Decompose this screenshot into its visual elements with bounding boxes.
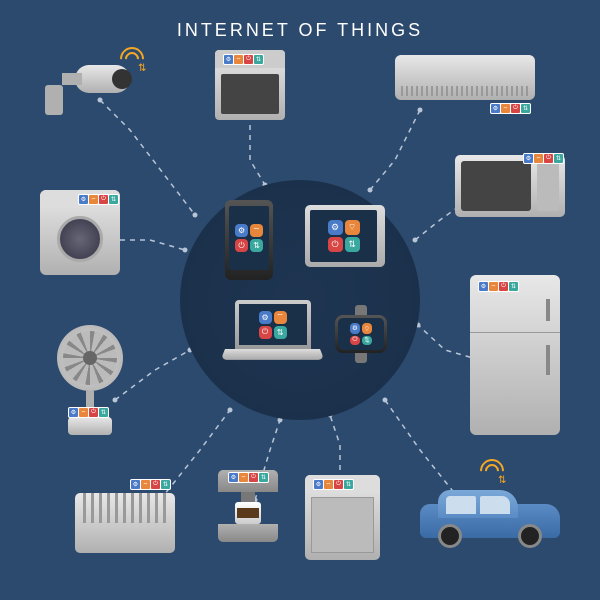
- dishwasher-appliance: ⚙⌔⏻⇅: [305, 475, 380, 560]
- updown-icon: ⇅: [274, 326, 287, 339]
- power-icon: ⏻: [328, 237, 343, 252]
- car-appliance: ⇅: [420, 475, 560, 550]
- page-title: INTERNET OF THINGS: [0, 20, 600, 41]
- connector-ac: [370, 110, 420, 190]
- ac-appliance: ⚙⌔⏻⇅: [395, 55, 535, 100]
- control-badge: ⚙⌔⏻⇅: [78, 194, 119, 205]
- control-badge: ⚙⌔⏻⇅: [130, 479, 171, 490]
- gear-icon: ⚙: [328, 220, 343, 235]
- smartwatch: ⚙⌔⏻⇅: [335, 305, 387, 363]
- wifi-icon: ⌔: [274, 311, 287, 324]
- connector-washer: [110, 240, 185, 250]
- wifi-icon: ⌔: [362, 323, 372, 334]
- wifi-icon: ⌔: [345, 220, 360, 235]
- control-badge: ⚙⌔⏻⇅: [313, 479, 354, 490]
- control-badge: ⚙⌔⏻⇅: [478, 281, 519, 292]
- connector-oven: [250, 115, 265, 185]
- fridge-appliance: ⚙⌔⏻⇅: [470, 275, 560, 435]
- gear-icon: ⚙: [259, 311, 272, 324]
- oven-appliance: ⚙⌔⏻⇅: [215, 50, 285, 120]
- updown-icon: ⇅: [250, 239, 263, 252]
- heater-appliance: ⚙⌔⏻⇅: [75, 475, 175, 535]
- microwave-appliance: ⚙⌔⏻⇅: [455, 155, 565, 217]
- laptop: ⚙⌔⏻⇅: [225, 300, 320, 370]
- coffee-appliance: ⚙⌔⏻⇅: [218, 470, 278, 550]
- control-badge: ⚙⌔⏻⇅: [68, 407, 109, 418]
- tablet: ⚙⌔⏻⇅: [305, 205, 385, 267]
- wifi-icon: ⇅: [120, 45, 144, 69]
- control-badge: ⚙⌔⏻⇅: [223, 54, 264, 65]
- camera-appliance: ⇅: [45, 55, 130, 110]
- wifi-icon: ⇅: [480, 457, 504, 481]
- power-icon: ⏻: [235, 239, 248, 252]
- fan-appliance: ⚙⌔⏻⇅: [50, 325, 130, 440]
- control-badge: ⚙⌔⏻⇅: [490, 103, 531, 114]
- control-badge: ⚙⌔⏻⇅: [228, 472, 269, 483]
- gear-icon: ⚙: [350, 323, 360, 334]
- smartphone: ⚙⌔⏻⇅: [225, 200, 273, 280]
- power-icon: ⏻: [350, 336, 360, 346]
- control-badge: ⚙⌔⏻⇅: [523, 153, 564, 164]
- washer-appliance: ⚙⌔⏻⇅: [40, 190, 120, 275]
- power-icon: ⏻: [259, 326, 272, 339]
- updown-icon: ⇅: [362, 336, 372, 346]
- updown-icon: ⇅: [345, 237, 360, 252]
- gear-icon: ⚙: [235, 224, 248, 237]
- wifi-icon: ⌔: [250, 224, 263, 237]
